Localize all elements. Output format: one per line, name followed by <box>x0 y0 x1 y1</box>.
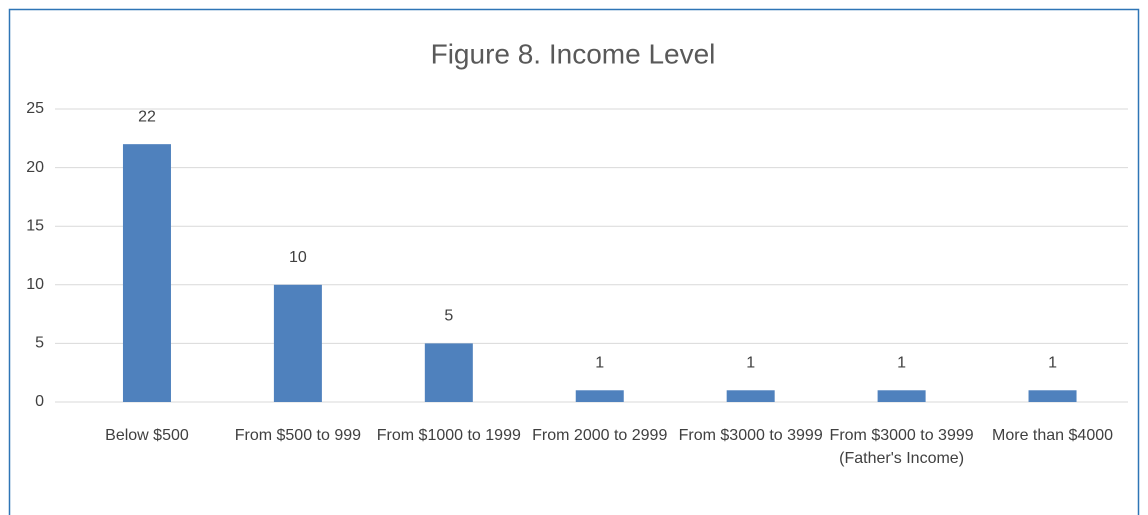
bar <box>273 284 322 402</box>
x-tick-label: From $1000 to 1999 <box>376 427 521 444</box>
data-label: 1 <box>595 354 604 371</box>
bar <box>122 144 171 402</box>
x-tick-label: From $3000 to 3999 (Father's Income) <box>829 427 974 467</box>
bar <box>424 343 473 402</box>
data-label: 5 <box>444 308 453 325</box>
data-label: 1 <box>1048 354 1057 371</box>
data-label: 10 <box>289 249 307 266</box>
bar <box>877 390 926 402</box>
data-label: 1 <box>897 354 906 371</box>
y-tick-label: 20 <box>26 159 44 176</box>
y-tick-label: 10 <box>26 276 44 293</box>
y-tick-label: 25 <box>26 100 44 117</box>
x-tick-label: From $3000 to 3999 <box>678 427 823 444</box>
y-tick-label: 5 <box>35 335 44 352</box>
bar <box>726 390 775 402</box>
chart-title: Figure 8. Income Level <box>431 38 716 69</box>
data-label: 22 <box>138 108 156 125</box>
y-tick-label: 0 <box>35 393 44 410</box>
chart-frame <box>8 8 1140 515</box>
y-tick-label: 15 <box>26 217 44 234</box>
bar <box>575 390 624 402</box>
x-tick-label: From 2000 to 2999 <box>532 427 668 444</box>
data-label: 1 <box>746 354 755 371</box>
x-tick-label: From $500 to 999 <box>234 427 362 444</box>
x-tick-label: More than $4000 <box>992 427 1114 444</box>
bar <box>1028 390 1077 402</box>
x-tick-label: Below $500 <box>105 427 189 444</box>
